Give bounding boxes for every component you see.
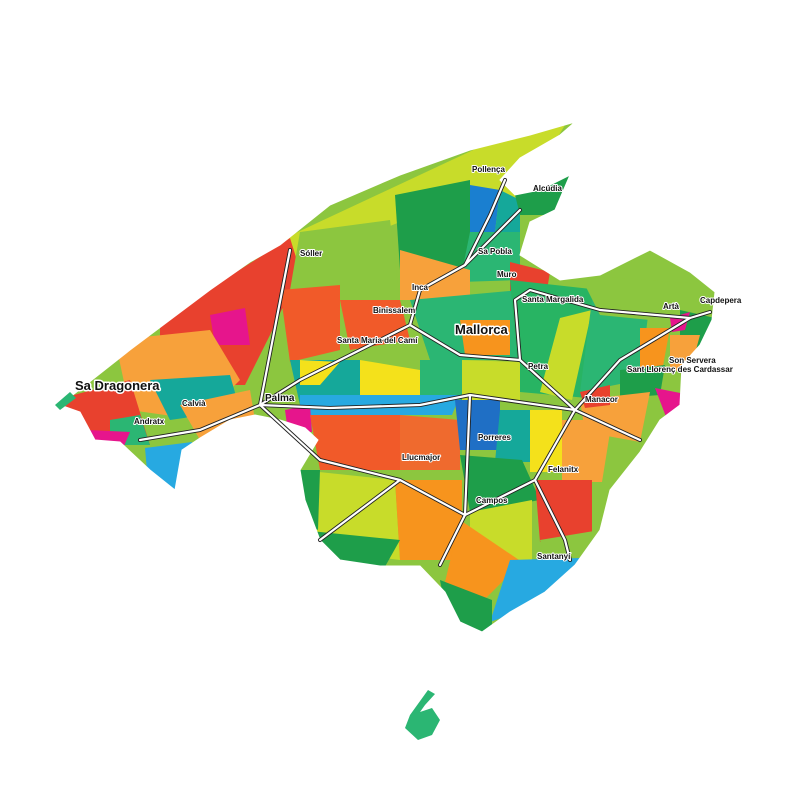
label-felanitx: Felanitx xyxy=(548,465,579,474)
label-petra: Petra xyxy=(528,362,549,371)
label-sa-dragonera: Sa Dragonera xyxy=(75,378,160,393)
region xyxy=(145,442,192,495)
label-santa-maria: Santa Maria del Camí xyxy=(337,336,418,345)
label-santanyi: Santanyí xyxy=(537,552,571,561)
region xyxy=(210,308,250,345)
region xyxy=(395,480,462,560)
label-arta: Artà xyxy=(663,302,680,311)
region xyxy=(580,385,610,408)
region xyxy=(470,185,500,232)
island-mallorca xyxy=(59,121,716,633)
label-manacor: Manacor xyxy=(585,395,618,404)
region xyxy=(495,190,520,232)
label-alcudia: Alcúdia xyxy=(533,184,562,193)
label-palma: Palma xyxy=(265,393,295,404)
region xyxy=(400,250,470,300)
label-campos: Campos xyxy=(476,496,508,505)
region xyxy=(490,558,580,622)
region xyxy=(400,415,460,470)
region xyxy=(420,360,462,400)
label-inca: Inca xyxy=(412,283,429,292)
label-capdepera: Capdepera xyxy=(700,296,742,305)
region xyxy=(495,410,530,462)
label-son-servera: Son Servera xyxy=(669,356,716,365)
label-calvia: Calvià xyxy=(182,399,206,408)
label-santa-margalida: Santa Margalida xyxy=(522,295,584,304)
region xyxy=(295,470,320,530)
label-pollenca: Pollença xyxy=(472,165,505,174)
region xyxy=(455,400,500,450)
island-sa-dragonera xyxy=(55,392,76,410)
region xyxy=(290,220,400,300)
region xyxy=(360,360,420,400)
region xyxy=(310,415,410,470)
label-binissalem: Binissalem xyxy=(373,306,415,315)
road-network xyxy=(138,178,712,567)
region xyxy=(460,320,510,355)
region xyxy=(460,455,540,512)
label-sant-llorenc: Sant Llorenç des Cardassar xyxy=(627,365,733,374)
region xyxy=(180,390,255,440)
region xyxy=(562,420,612,482)
region xyxy=(280,285,340,362)
region xyxy=(530,410,562,472)
label-muro: Muro xyxy=(497,270,517,279)
region xyxy=(445,520,522,602)
region xyxy=(462,360,520,400)
label-island: Mallorca xyxy=(455,322,509,337)
label-porreres: Porreres xyxy=(478,433,511,442)
label-llucmajor: Llucmajor xyxy=(402,453,440,462)
place-labels: Mallorca Pollença Alcúdia Sóller Sa Pobl… xyxy=(74,164,743,562)
region xyxy=(620,365,665,398)
label-sa-pobla: Sa Pobla xyxy=(478,247,512,256)
region xyxy=(340,300,410,350)
label-andratx: Andratx xyxy=(134,417,165,426)
region xyxy=(535,480,592,542)
region xyxy=(540,310,592,400)
region xyxy=(395,180,470,270)
island-cabrera xyxy=(405,690,440,740)
label-soller: Sóller xyxy=(300,249,322,258)
